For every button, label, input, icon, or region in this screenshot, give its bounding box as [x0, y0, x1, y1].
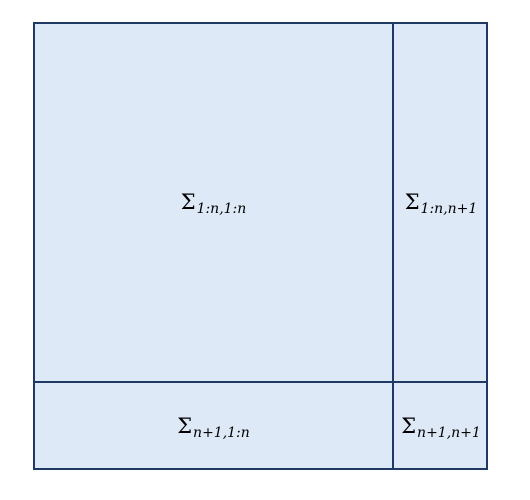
vertical-partition-line — [392, 24, 394, 468]
block-bottom-right-subscript: n+1,n+1 — [417, 424, 481, 441]
sigma-symbol: Σ — [180, 190, 196, 214]
sigma-symbol: Σ — [404, 190, 420, 214]
block-top-left-subscript: 1:n,1:n — [196, 200, 247, 217]
sigma-symbol: Σ — [177, 414, 193, 438]
block-top-left: Σ 1:n,1:n — [35, 24, 392, 381]
horizontal-partition-line — [35, 381, 486, 383]
sigma-symbol: Σ — [401, 414, 417, 438]
block-top-right-subscript: 1:n,n+1 — [420, 200, 478, 217]
block-bottom-left-subscript: n+1,1:n — [193, 424, 250, 441]
block-top-right: Σ 1:n,n+1 — [394, 24, 488, 381]
